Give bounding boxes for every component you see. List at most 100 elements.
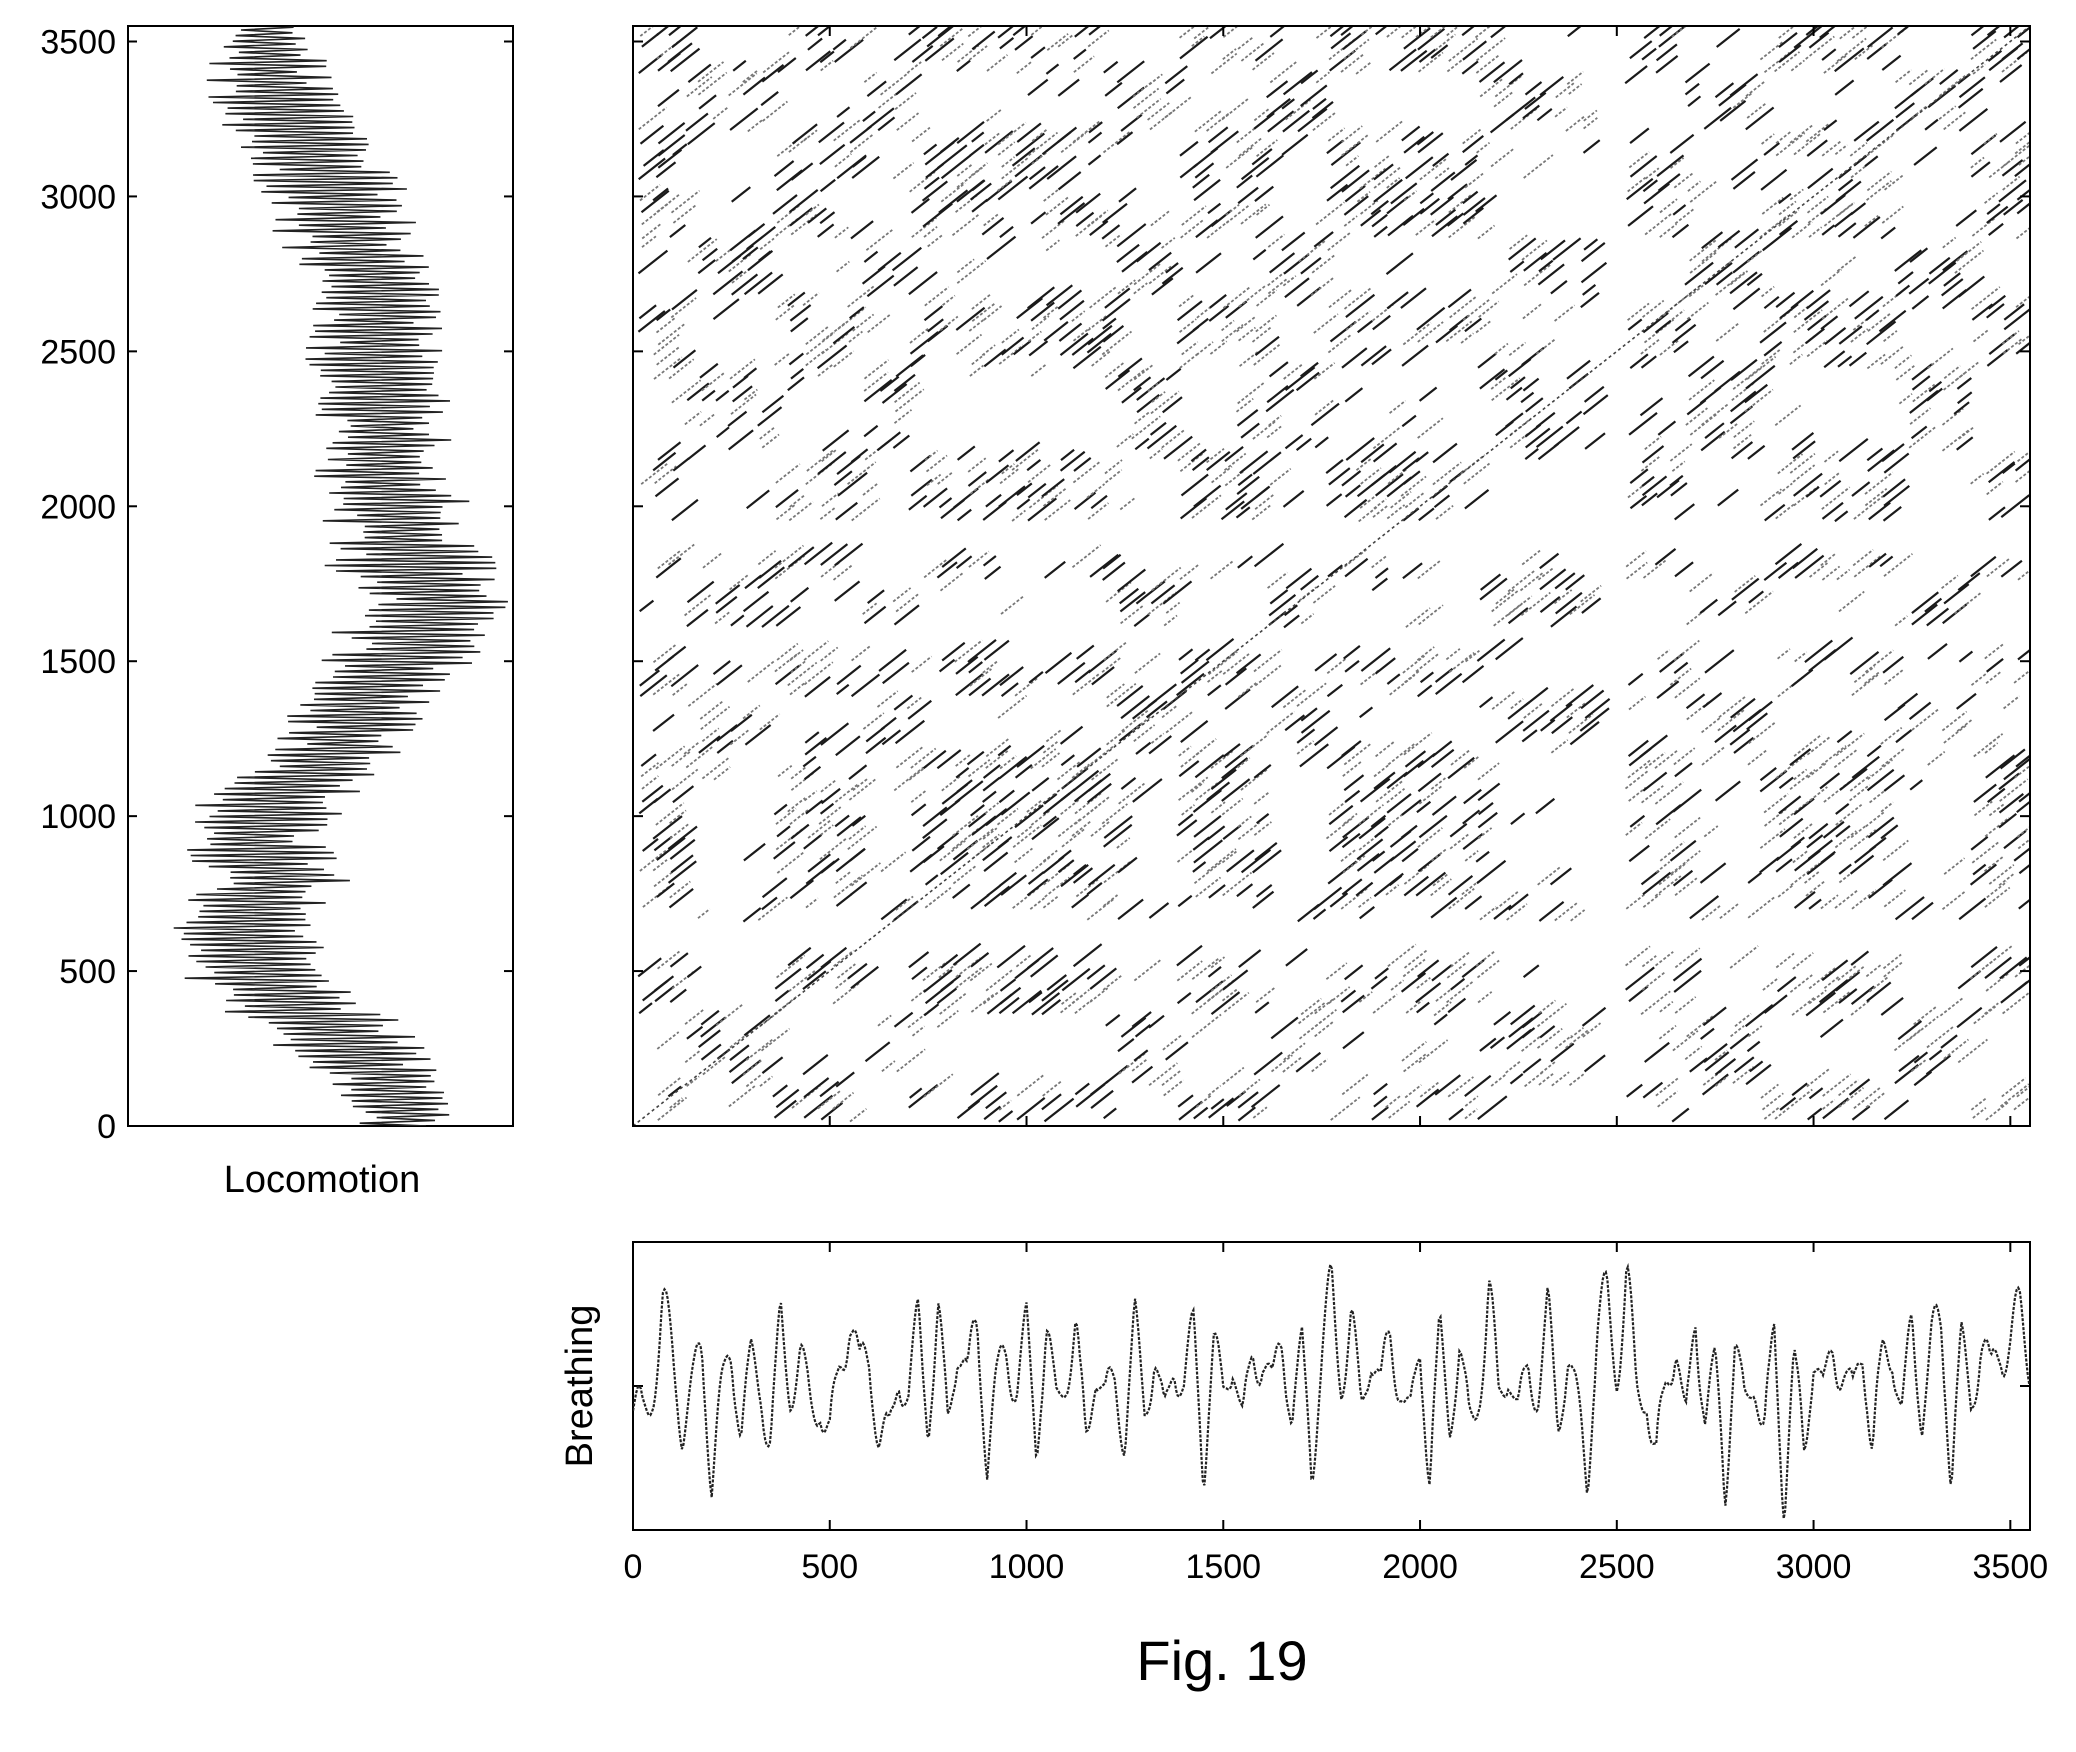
recurrence-point — [1043, 793, 1058, 805]
breathing-axes-frame — [632, 1241, 2031, 1531]
recurrence-point — [893, 604, 920, 626]
recurrence-point — [1538, 1072, 1554, 1086]
recurrence-point — [804, 737, 828, 756]
recurrence-point — [1238, 326, 1256, 342]
recurrence-point — [1909, 779, 1923, 791]
recurrence-point — [1730, 697, 1756, 719]
recurrence-point — [747, 118, 764, 133]
recurrence-point — [1329, 49, 1356, 72]
recurrence-point — [1869, 836, 1887, 852]
recurrence-point — [1838, 1079, 1859, 1097]
recurrence-point — [1134, 411, 1150, 425]
recurrence-point — [983, 639, 1010, 661]
recurrence-point — [1117, 367, 1147, 392]
recurrence-point — [1820, 553, 1836, 567]
recurrence-point — [820, 543, 849, 566]
recurrence-point — [2000, 559, 2023, 578]
recurrence-point — [1060, 448, 1075, 461]
recurrence-point — [1177, 894, 1193, 908]
recurrence-point — [817, 451, 847, 475]
recurrence-point — [848, 777, 878, 801]
recurrence-point — [1359, 906, 1375, 920]
recurrence-point — [1372, 442, 1398, 463]
recurrence-point — [1954, 592, 1981, 615]
recurrence-point — [820, 561, 841, 578]
recurrence-point — [970, 952, 990, 968]
recurrence-point — [1043, 321, 1069, 342]
recurrence-point — [759, 713, 781, 731]
recurrence-point — [1640, 869, 1660, 886]
recurrence-point — [1269, 61, 1298, 84]
recurrence-point — [2002, 175, 2021, 191]
recurrence-point — [1345, 310, 1371, 331]
recurrence-point — [1893, 1028, 1923, 1052]
recurrence-point — [1864, 487, 1888, 507]
recurrence-point — [1730, 441, 1754, 460]
recurrence-point — [1418, 48, 1437, 63]
recurrence-point — [698, 94, 717, 110]
recurrence-point — [1225, 203, 1251, 224]
recurrence-point — [1372, 993, 1398, 1014]
recurrence-point — [1161, 237, 1176, 249]
recurrence-point — [924, 286, 950, 307]
recurrence-point — [893, 766, 924, 792]
recurrence-point — [1985, 670, 2003, 685]
recurrence-point — [657, 549, 682, 570]
recurrence-point — [1834, 47, 1865, 73]
recurrence-point — [836, 664, 862, 686]
recurrence-point — [1942, 250, 1969, 272]
recurrence-point — [1388, 48, 1417, 72]
locomotion-y-tick-label: 2000 — [40, 488, 116, 526]
recurrence-point — [1583, 1054, 1606, 1073]
recurrence-point — [1835, 803, 1863, 826]
recurrence-point — [1386, 291, 1409, 310]
recurrence-point — [1447, 1076, 1474, 1098]
recurrence-point — [1044, 876, 1070, 898]
recurrence-point — [1431, 964, 1453, 982]
recurrence-point — [1629, 155, 1658, 178]
recurrence-point — [1793, 305, 1809, 319]
recurrence-point — [1805, 486, 1820, 498]
recurrence-point — [1191, 957, 1220, 980]
recurrence-point — [788, 352, 804, 366]
recurrence-point — [1358, 896, 1372, 909]
recurrence-point — [1419, 1080, 1441, 1098]
recurrence-point — [1792, 464, 1816, 483]
recurrence-point — [1176, 992, 1192, 1005]
recurrence-point — [1759, 767, 1777, 782]
recurrence-point — [657, 134, 686, 157]
recurrence-point — [685, 112, 709, 132]
recurrence-point — [1521, 1035, 1541, 1052]
recurrence-point — [1405, 607, 1431, 628]
recurrence-point — [1913, 146, 1938, 166]
recurrence-point — [1775, 858, 1793, 873]
recurrence-point — [787, 661, 818, 687]
recurrence-point — [1106, 682, 1137, 708]
recurrence-point — [669, 952, 689, 968]
recurrence-point — [832, 38, 847, 51]
recurrence-point — [1191, 781, 1205, 793]
recurrence-point — [803, 833, 823, 850]
recurrence-point — [1344, 387, 1364, 403]
recurrence-point — [956, 333, 983, 355]
recurrence-point — [1256, 289, 1278, 307]
recurrence-point — [1744, 590, 1774, 615]
recurrence-point — [1777, 453, 1804, 475]
recurrence-point — [1568, 1073, 1585, 1087]
recurrence-point — [1240, 42, 1265, 62]
recurrence-point — [850, 220, 874, 240]
recurrence-point — [1090, 494, 1108, 510]
recurrence-point — [1375, 473, 1404, 497]
recurrence-point — [1475, 37, 1506, 62]
recurrence-point — [954, 639, 983, 663]
recurrence-point — [1849, 774, 1871, 792]
recurrence-point — [1402, 958, 1426, 978]
recurrence-point — [851, 497, 881, 522]
recurrence-point — [836, 816, 862, 837]
recurrence-point — [1884, 668, 1905, 686]
recurrence-point — [1252, 451, 1282, 475]
recurrence-point — [1883, 961, 1904, 978]
recurrence-point — [1848, 1078, 1871, 1096]
recurrence-point — [1789, 188, 1804, 201]
recurrence-point — [1330, 32, 1352, 50]
